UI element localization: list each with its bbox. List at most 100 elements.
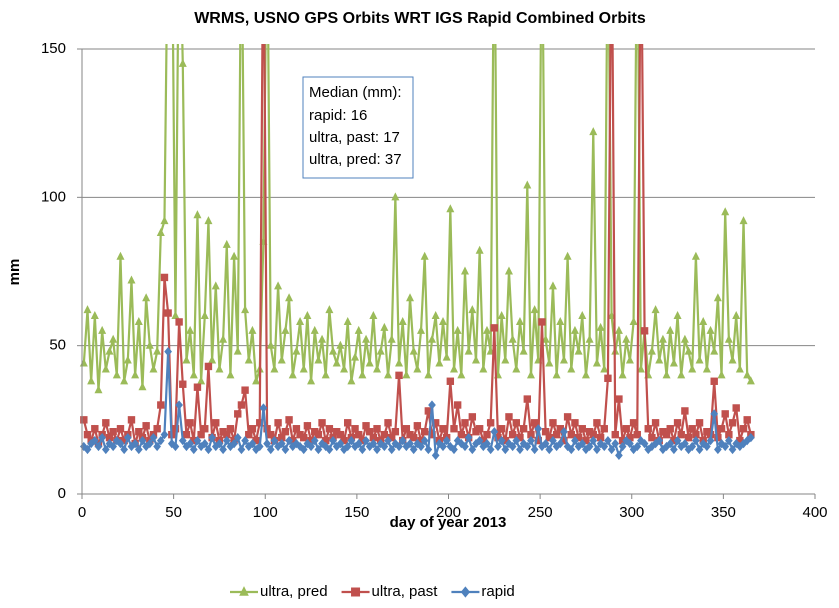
marker [340,364,349,373]
marker [717,370,726,379]
marker [134,444,143,455]
x-tick-label: 0 [78,504,86,521]
marker [189,444,198,455]
marker [80,416,88,424]
y-tick-label: 100 [41,188,66,205]
y-axis-label: mm [6,259,23,286]
marker [266,444,275,455]
marker [193,210,202,219]
marker [299,364,308,373]
marker [343,316,352,325]
marker [680,334,689,343]
marker [406,438,414,449]
marker [512,419,521,427]
marker [662,370,671,379]
marker [178,435,187,446]
marker [600,441,609,452]
x-tick-label: 300 [619,504,644,521]
series-line [82,44,752,391]
marker [204,362,213,371]
marker [735,364,744,373]
marker [581,370,590,379]
marker [439,441,447,452]
marker [241,305,250,314]
marker [380,322,389,331]
marker [486,444,495,455]
marker [482,325,491,334]
marker [710,409,719,419]
marker [585,441,594,452]
marker [83,444,92,455]
marker [156,227,165,236]
marker [644,425,652,433]
marker [336,340,345,349]
marker [673,311,682,320]
marker [710,377,718,385]
marker [549,419,557,427]
marker [156,435,165,446]
marker [116,438,125,449]
marker [658,334,667,343]
marker [552,370,561,379]
marker [505,413,513,421]
marker [461,419,469,427]
marker [504,266,513,275]
marker [303,422,312,430]
marker [732,438,741,449]
marker [695,419,704,427]
marker [669,358,678,367]
marker [164,309,172,317]
marker [90,311,99,320]
x-tick-label: 150 [344,504,369,521]
legend-marker [239,586,249,596]
marker [427,334,437,343]
marker [391,192,400,201]
marker [640,327,649,335]
marker [413,422,422,430]
marker [329,435,337,446]
marker [578,425,586,433]
marker [233,433,242,443]
marker [746,376,755,385]
marker [527,435,535,446]
marker [373,425,381,433]
marker [699,316,708,325]
marker [237,401,246,409]
marker [179,380,187,388]
marker [277,355,286,364]
marker [497,311,506,320]
marker [618,370,627,379]
marker [732,404,740,412]
marker [303,438,312,449]
marker [369,438,378,449]
marker [149,433,158,443]
marker [395,441,403,452]
marker [519,438,528,449]
marker [548,281,557,290]
marker [102,419,110,427]
marker [285,293,294,302]
marker [384,435,392,446]
marker [556,438,565,449]
marker [94,441,103,452]
legend-label: rapid [481,583,514,600]
marker [123,355,132,364]
marker [567,364,576,373]
marker [589,127,598,136]
marker [747,433,755,443]
marker [234,410,242,418]
marker [274,419,282,427]
marker [648,433,656,442]
marker [395,371,403,380]
marker [420,428,429,436]
marker [160,273,169,282]
marker [567,430,575,439]
marker [453,401,462,409]
marker [563,441,572,452]
marker [523,180,532,189]
marker [549,435,557,446]
marker [633,430,641,439]
marker [171,441,180,452]
marker [142,293,151,302]
marker [204,216,213,225]
